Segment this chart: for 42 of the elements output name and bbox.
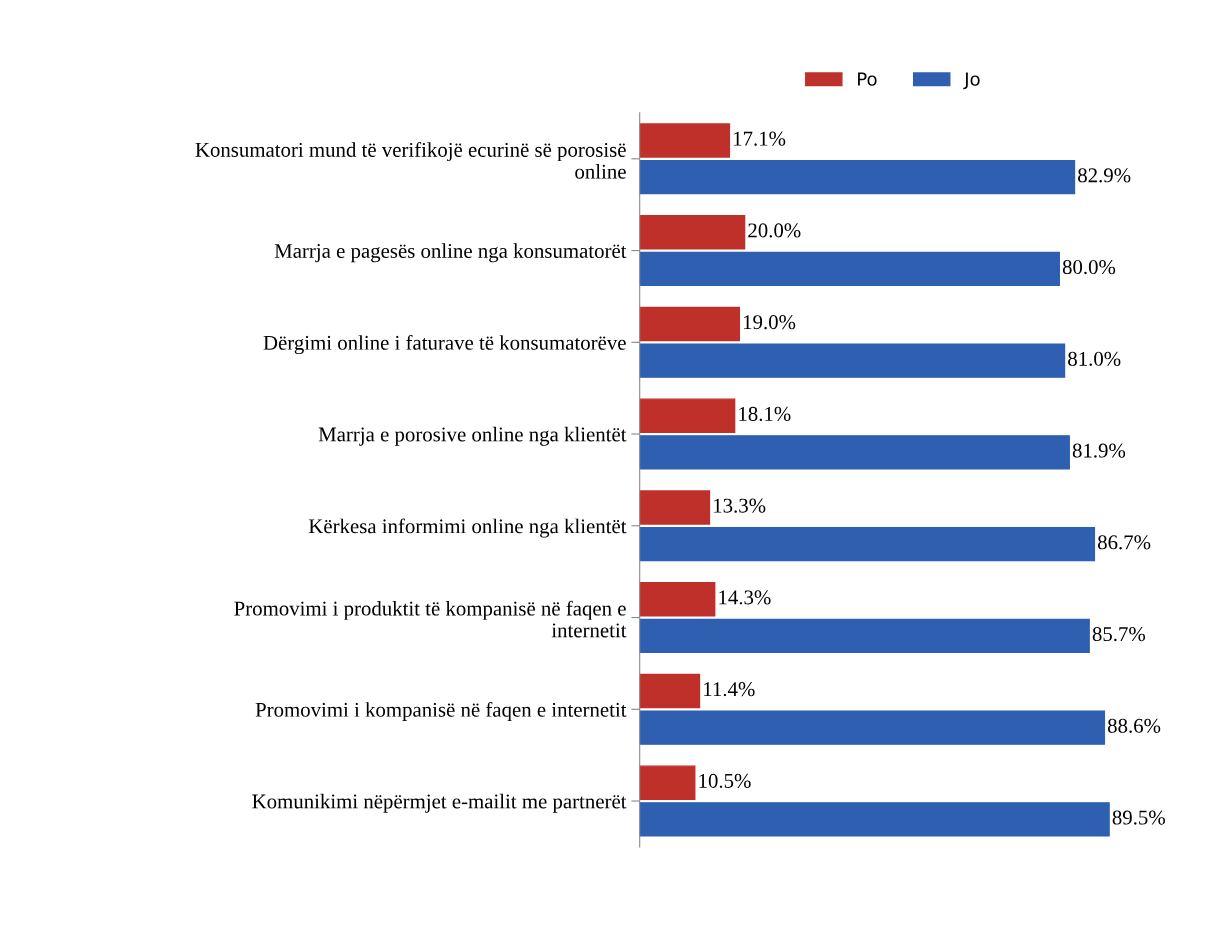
bar [639, 618, 1090, 654]
y-tick-label: Komunikimi nëpërmjet e-mailit me partnerët [252, 793, 627, 813]
data-label: 88.6% [1107, 718, 1161, 733]
data-label: 89.5% [1112, 810, 1165, 825]
bar [639, 581, 716, 617]
bar [639, 343, 1066, 378]
data-label: 19.0% [743, 315, 796, 330]
data-label: 13.3% [714, 498, 766, 513]
bar [639, 710, 1106, 745]
data-label: 11.4% [704, 682, 755, 697]
data-label: 20.0% [748, 223, 801, 238]
data-label: 18.1% [739, 406, 791, 421]
bar [639, 398, 736, 433]
y-tick-label: Dërgimi online i faturave të konsumatorëve [263, 334, 626, 355]
bar [639, 123, 731, 158]
y-tick-label: Konsumatori mund të verifikojë ecurinë së porosisë online [195, 142, 626, 179]
y-tick-label: Marrja e porosive online nga klientët [318, 426, 627, 446]
bar [639, 673, 701, 709]
data-label: 10.5% [699, 773, 751, 788]
data-label: 81.9% [1072, 443, 1126, 458]
legend-label: Jo [963, 72, 980, 90]
bar [639, 802, 1110, 837]
data-label: 80.0% [1062, 260, 1116, 275]
data-label: 17.1% [734, 131, 786, 146]
bar [639, 490, 711, 525]
data-label: 85.7% [1092, 627, 1146, 642]
y-tick-label: Kërkesa informimi online nga klientët [308, 518, 627, 538]
bar [639, 214, 746, 250]
bar [639, 526, 1096, 562]
data-label: 81.0% [1068, 351, 1121, 366]
bar [639, 159, 1076, 195]
bar [639, 765, 696, 800]
bar [639, 251, 1060, 287]
y-tick-label: Promovimi i kompanisë në faqen e internetit [255, 701, 627, 722]
y-tick-label: Marrja e pagesës online nga konsumatorët [274, 243, 627, 263]
bar [639, 435, 1070, 470]
data-label: 14.3% [719, 590, 771, 605]
legend-label: Po [858, 72, 877, 86]
bar [639, 306, 741, 342]
y-tick-label: Promovimi i produktit të kompanisë në faqen e internetit [234, 600, 627, 638]
data-label: 86.7% [1097, 535, 1151, 550]
data-label: 82.9% [1078, 168, 1131, 183]
